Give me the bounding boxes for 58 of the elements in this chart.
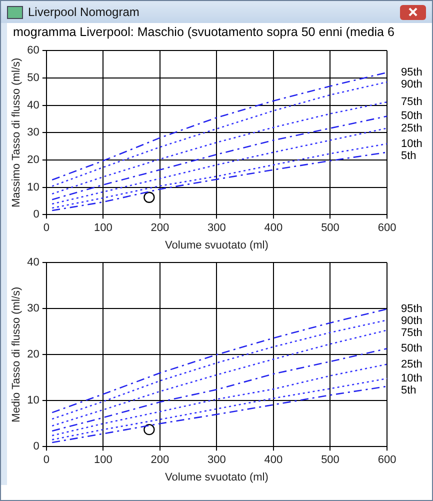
x-tick-label: 300	[208, 454, 226, 466]
series-label: 25th	[401, 122, 422, 134]
y-tick-label: 0	[33, 208, 40, 221]
series-label: 75th	[401, 327, 422, 340]
line-series	[51, 319, 387, 420]
y-axis-title: Medio Tasso di flusso (ml/s)	[10, 286, 23, 422]
x-tick-label: 100	[94, 222, 112, 234]
x-tick-label: 400	[264, 222, 283, 234]
line-series	[51, 364, 387, 436]
y-tick-label: 20	[27, 154, 40, 166]
line-series	[51, 330, 387, 427]
series-label: 95th	[401, 66, 422, 78]
line-series	[51, 116, 387, 200]
y-tick-label: 10	[27, 394, 40, 407]
series-label: 90th	[401, 315, 422, 328]
x-tick-label: 500	[321, 222, 340, 234]
y-axis-title: Massimo Tasso di flusso (ml/s)	[10, 58, 23, 208]
series-label: 50th	[401, 110, 422, 122]
y-tick-label: 0	[33, 440, 40, 453]
x-tick-label: 200	[150, 222, 170, 234]
line-series	[51, 152, 387, 212]
series-label: 5th	[401, 150, 416, 162]
x-tick-label: 400	[264, 454, 283, 466]
x-tick-label: 300	[208, 222, 226, 234]
y-tick-label: 30	[27, 302, 40, 315]
line-series	[51, 386, 387, 444]
line-series	[51, 143, 387, 209]
line-series	[51, 348, 387, 432]
y-tick-label: 40	[27, 99, 40, 112]
y-tick-label: 40	[27, 256, 40, 269]
y-tick-label: 50	[27, 72, 40, 84]
y-tick-label: 10	[27, 181, 40, 194]
series-label: 10th	[401, 138, 422, 150]
x-tick-label: 600	[378, 222, 396, 234]
x-tick-label: 0	[43, 454, 50, 466]
y-tick-label: 60	[27, 44, 40, 57]
line-series	[51, 378, 387, 440]
y-tick-label: 20	[27, 348, 40, 361]
x-axis-title: Volume svuotato (ml)	[165, 239, 268, 252]
chart-title: mogramma Liverpool: Maschio (svuotamento sopra 50 enni (media 6	[12, 24, 396, 41]
line-series	[51, 101, 387, 194]
x-tick-label: 0	[43, 222, 50, 234]
line-series	[51, 308, 387, 414]
x-tick-label: 500	[321, 454, 340, 466]
line-series	[51, 128, 387, 205]
x-tick-label: 200	[150, 454, 170, 466]
x-tick-label: 100	[94, 454, 112, 466]
y-tick-label: 30	[27, 126, 40, 139]
series-label: 5th	[401, 384, 416, 397]
x-axis-title: Volume svuotato (ml)	[165, 471, 268, 484]
series-label: 50th	[401, 342, 422, 355]
series-label: 25th	[401, 358, 422, 370]
x-tick-label: 600	[378, 454, 396, 466]
series-label: 75th	[401, 96, 422, 108]
series-label: 90th	[401, 78, 422, 90]
series-label: 10th	[401, 372, 422, 385]
text: Liverpool Nomogram	[28, 5, 140, 19]
series-label: 95th	[401, 303, 422, 316]
